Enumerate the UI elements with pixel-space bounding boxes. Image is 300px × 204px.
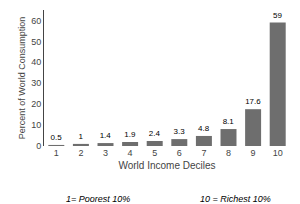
- svg-text:30: 30: [31, 78, 41, 88]
- svg-text:10 = Richest 10%: 10 = Richest 10%: [200, 194, 271, 204]
- svg-text:7: 7: [201, 148, 206, 158]
- svg-text:3: 3: [103, 148, 108, 158]
- svg-text:2.4: 2.4: [149, 129, 161, 138]
- svg-text:World Income Deciles: World Income Deciles: [118, 160, 215, 171]
- svg-text:20: 20: [31, 99, 41, 109]
- svg-text:1.9: 1.9: [124, 130, 136, 139]
- svg-text:0.5: 0.5: [50, 133, 62, 142]
- svg-text:9: 9: [251, 148, 256, 158]
- svg-text:8: 8: [226, 148, 231, 158]
- svg-text:8.1: 8.1: [223, 117, 235, 126]
- svg-text:50: 50: [31, 37, 41, 47]
- svg-text:0: 0: [36, 141, 41, 151]
- svg-text:17.6: 17.6: [245, 97, 261, 106]
- svg-text:4: 4: [128, 148, 133, 158]
- svg-text:1: 1: [54, 148, 59, 158]
- svg-text:4.8: 4.8: [198, 124, 210, 133]
- svg-text:1= Poorest 10%: 1= Poorest 10%: [66, 194, 130, 204]
- svg-text:60: 60: [31, 16, 41, 26]
- svg-text:1: 1: [78, 132, 83, 141]
- svg-text:59: 59: [273, 11, 282, 20]
- svg-text:1.4: 1.4: [100, 131, 112, 140]
- svg-text:10: 10: [31, 120, 41, 130]
- svg-text:5: 5: [152, 148, 157, 158]
- svg-text:3.3: 3.3: [173, 127, 185, 136]
- svg-text:Percent of World Consumption: Percent of World Consumption: [17, 17, 27, 139]
- svg-text:2: 2: [78, 148, 83, 158]
- svg-text:40: 40: [31, 57, 41, 67]
- svg-text:6: 6: [177, 148, 182, 158]
- svg-text:10: 10: [273, 148, 283, 158]
